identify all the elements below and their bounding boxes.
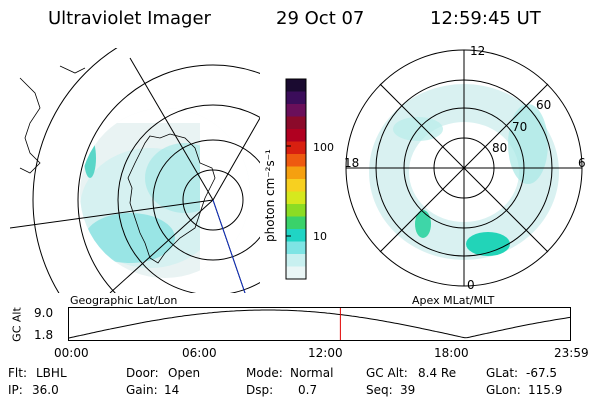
x-tick-1200: 12:00 [308,346,343,360]
colorbar-band [286,241,306,255]
altitude-plot [68,307,571,341]
colorbar-band [286,154,306,167]
colorbar-tick-10: 10 [313,230,327,243]
altitude-ymin-label: 1.8 [34,328,54,342]
door-value: Open [168,366,201,380]
colorbar-tick-100: 100 [313,141,334,154]
mlt-label-18: 18 [344,156,360,170]
mlt-label-0: 0 [467,278,475,292]
colorbar-band [286,129,306,142]
glon-label: GLon: [486,383,521,397]
flt-label: Flt: [8,366,27,380]
altitude-plot-frame [68,307,571,341]
glat-value: -67.5 [526,366,558,380]
flt-value: LBHL [36,366,67,380]
app-title: Ultraviolet Imager [48,8,211,29]
polar-grid [345,49,583,287]
colorbar-band [286,191,306,205]
ip-value: 36.0 [32,383,59,397]
lat-label-70: 70 [512,120,528,134]
colorbar-band [286,254,306,267]
colorbar-band [286,104,306,117]
x-tick-1800: 18:00 [434,346,469,360]
colorbar-band [286,179,306,192]
gain-label: Gain: [126,383,158,397]
x-tick-2359: 23:59 [554,346,589,360]
altitude-curve [68,309,571,339]
altitude-ymax-label: 9.0 [34,306,54,320]
mode-value: Normal [290,366,334,380]
geographic-caption: Geographic Lat/Lon [70,294,178,307]
lat-label-80: 80 [492,141,508,155]
colorbar-band [286,266,306,280]
time-label: 12:59:45 UT [430,8,541,29]
mode-label: Mode: [246,366,283,380]
glat-label: GLat: [486,366,519,380]
x-tick-0600: 06:00 [182,346,217,360]
colorbar-band [286,79,306,92]
geographic-map [10,48,260,293]
altitude-ylabel: GC Alt [10,307,24,342]
colorbar: photon cm⁻²s⁻¹ [263,78,307,280]
colorbar-band [286,116,306,130]
mlt-label-6: 6 [578,156,586,170]
seq-label: Seq: [366,383,393,397]
magnetic-polar-panel [345,49,583,287]
gain-value: 14 [164,383,180,397]
colorbar-band [286,216,306,230]
geographic-image-panel [10,48,260,293]
dsp-value: 0.7 [298,383,318,397]
x-tick-0000: 00:00 [54,346,89,360]
apex-caption: Apex MLat/MLT [412,294,495,307]
glon-value: 115.9 [528,383,563,397]
colorbar-unit-label: photon cm⁻²s⁻¹ [263,149,277,242]
door-label: Door: [126,366,159,380]
colorbar-band [286,229,306,242]
lat-label-60: 60 [536,98,552,112]
ip-label: IP: [8,383,23,397]
colorbar-gradient [286,79,306,280]
colorbar-band [286,91,306,105]
mlt-label-12: 12 [470,44,486,58]
colorbar-band [286,141,306,155]
colorbar-band [286,204,306,217]
gc-alt-label: GC Alt: [366,366,408,380]
colorbar-band [286,166,306,180]
gc-alt-value: 8.4 Re [418,366,457,380]
dsp-label: Dsp: [246,383,274,397]
seq-value: 39 [400,383,416,397]
date-label: 29 Oct 07 [276,8,365,29]
